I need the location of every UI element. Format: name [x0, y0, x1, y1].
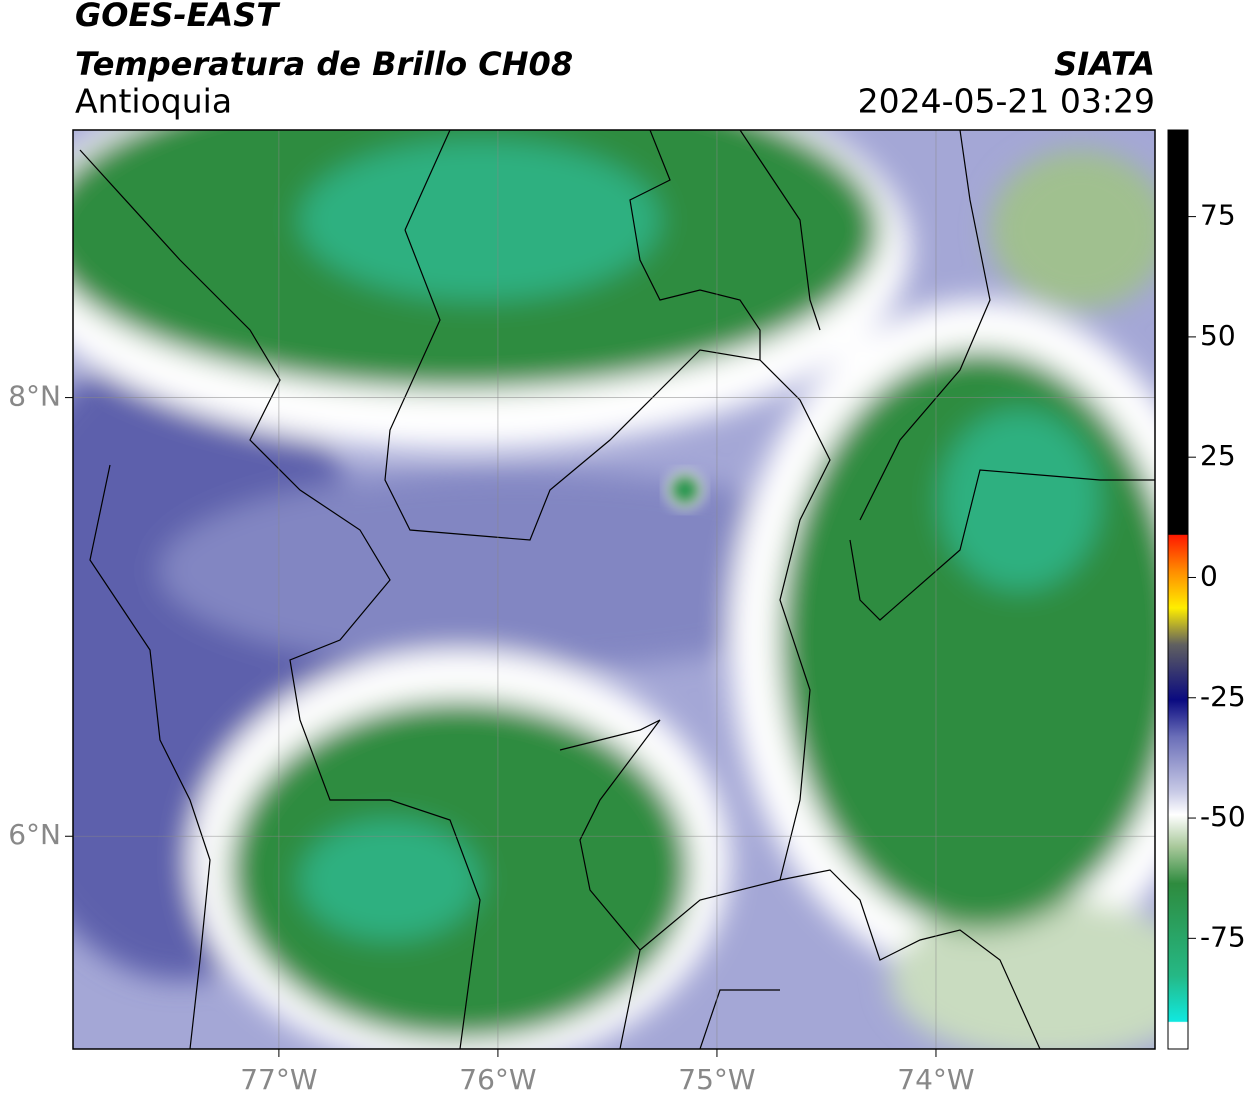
x-tick-label: 74°W: [897, 1063, 974, 1096]
colorbar-tick-label: -75: [1200, 920, 1246, 953]
region: Antioquia: [75, 82, 232, 121]
y-tick-label: 6°N: [8, 818, 61, 851]
x-tick-label: 76°W: [459, 1063, 536, 1096]
x-tick-label: 75°W: [678, 1063, 755, 1096]
subtitle: Temperatura de Brillo CH08: [75, 45, 573, 83]
colorbar-tick-label: 0: [1200, 559, 1218, 592]
colorbar-tick-label: -25: [1200, 680, 1246, 713]
colorbar-tick-label: -50: [1200, 800, 1246, 833]
colorbar-tick-label: 50: [1200, 319, 1236, 352]
datetime: 2024-05-21 03:29: [858, 82, 1155, 121]
y-tick-label: 8°N: [8, 380, 61, 413]
source: SIATA: [1054, 45, 1155, 83]
colorbar-tick-label: 25: [1200, 439, 1236, 472]
colorbar-tick-label: 75: [1200, 199, 1236, 232]
title: GOES-EAST: [75, 0, 280, 34]
map-image: [73, 130, 1155, 1049]
grid: [73, 130, 1155, 1049]
map-frame: [72, 129, 1156, 1050]
x-tick-label: 77°W: [240, 1063, 317, 1096]
colorbar: [1167, 129, 1189, 1050]
